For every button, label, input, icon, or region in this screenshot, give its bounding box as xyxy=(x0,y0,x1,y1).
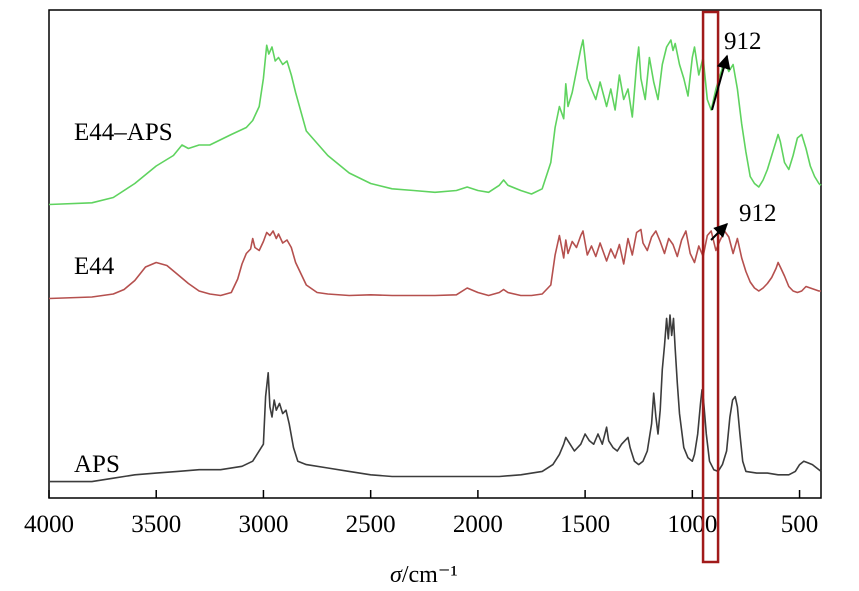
series-label-e44: E44 xyxy=(74,253,115,280)
x-tick-label-2500: 2500 xyxy=(346,511,396,538)
x-tick-label-2000: 2000 xyxy=(453,511,503,538)
x-tick-label-1500: 1500 xyxy=(560,511,610,538)
x-tick-label-3000: 3000 xyxy=(238,511,288,538)
series-line-e44-aps xyxy=(48,39,822,206)
x-axis-symbol: σ xyxy=(390,562,403,588)
annotation-label-912-e44: 912 xyxy=(739,200,777,227)
annotation-arrow-e44 xyxy=(710,223,728,241)
x-tick-label-3500: 3500 xyxy=(131,511,181,538)
plot-area-frame xyxy=(48,9,822,499)
annotation-label-912-e44-aps: 912 xyxy=(724,28,762,55)
series-lines xyxy=(48,39,822,483)
x-tick-label-500: 500 xyxy=(781,511,819,538)
x-axis-ticks: 4000 3500 3000 2500 2000 1500 1000 500 xyxy=(24,490,818,538)
annotation-arrow-e44-aps xyxy=(711,54,731,111)
series-label-aps: APS xyxy=(74,451,120,478)
x-axis-unit: /cm⁻¹ xyxy=(402,562,458,588)
series-line-aps xyxy=(49,314,822,483)
x-axis-title: σ/cm⁻¹ xyxy=(390,562,458,588)
highlight-band-912 xyxy=(701,10,720,564)
x-tick-label-4000: 4000 xyxy=(24,511,74,538)
series-label-e44-aps: E44–APS xyxy=(74,119,173,146)
series-line-e44 xyxy=(48,228,821,300)
x-tick-label-1000: 1000 xyxy=(667,511,717,538)
